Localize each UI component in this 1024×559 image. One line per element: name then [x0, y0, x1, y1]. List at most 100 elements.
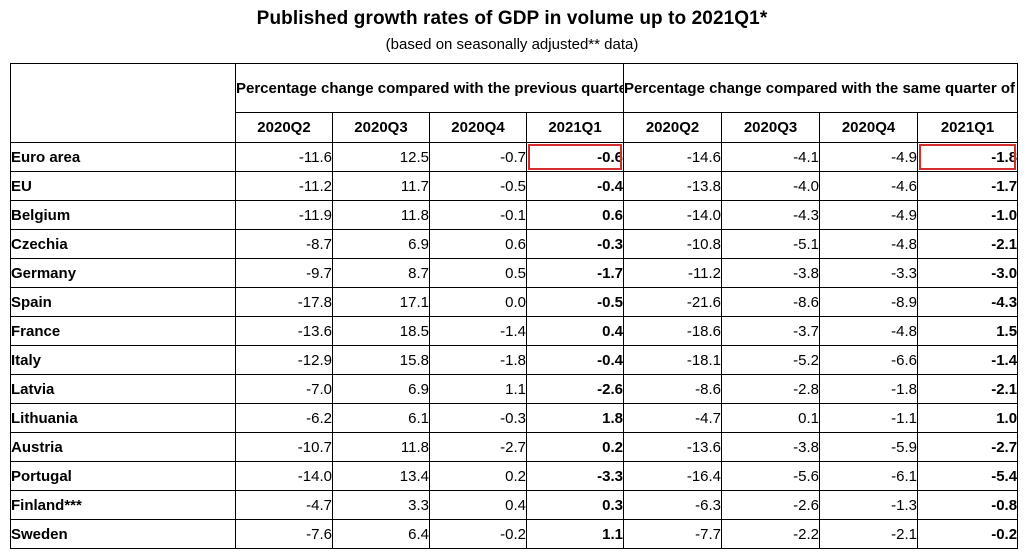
quarter-header: 2020Q4 — [819, 112, 919, 143]
value-cell: -6.3 — [623, 490, 723, 520]
value-cell: 0.5 — [429, 258, 527, 288]
value-cell: -5.9 — [819, 432, 919, 462]
value-cell: -1.8 — [429, 345, 527, 375]
value-cell: -4.8 — [819, 316, 919, 346]
value-cell: 1.0 — [917, 403, 1019, 433]
value-cell: 18.5 — [332, 316, 430, 346]
value-cell: -0.7 — [429, 142, 527, 172]
country-name: Lithuania — [10, 403, 236, 433]
value-cell: -12.9 — [235, 345, 333, 375]
table-corner-cell — [10, 63, 236, 143]
value-cell: -17.8 — [235, 287, 333, 317]
value-cell: -4.1 — [721, 142, 821, 172]
value-cell: -1.1 — [819, 403, 919, 433]
value-cell: 17.1 — [332, 287, 430, 317]
value-cell: 0.2 — [429, 461, 527, 491]
value-cell: 11.8 — [332, 200, 430, 230]
value-cell: -3.8 — [721, 432, 821, 462]
value-cell: -0.4 — [525, 345, 625, 375]
country-name: Euro area — [10, 142, 236, 172]
value-cell: -16.4 — [623, 461, 723, 491]
group-header-previous-year: Percentage change compared with the same… — [623, 63, 1019, 113]
table-row: Germany -9.7 8.7 0.5 -1.7 -11.2 -3.8 -3.3 -3.0 — [10, 258, 1019, 288]
value-cell: -13.6 — [235, 316, 333, 346]
country-name: Austria — [10, 432, 236, 462]
value-cell: -0.3 — [525, 229, 625, 259]
value-cell: -2.7 — [429, 432, 527, 462]
value-cell: -0.2 — [917, 519, 1019, 549]
country-name: Spain — [10, 287, 236, 317]
value-cell: -4.9 — [819, 142, 919, 172]
value-cell: -4.3 — [721, 200, 821, 230]
value-cell: 6.4 — [332, 519, 430, 549]
group-header-previous-quarter: Percentage change compared with the prev… — [234, 63, 625, 113]
quarter-header-row: 2020Q2 2020Q3 2020Q4 2021Q1 2020Q2 2020Q3 2020… — [11, 112, 1019, 143]
value-cell: -2.1 — [819, 519, 919, 549]
value-cell: 11.7 — [332, 171, 430, 201]
value-cell: 0.4 — [429, 490, 527, 520]
value-cell: -3.0 — [917, 258, 1019, 288]
value-cell: -1.7 — [525, 258, 625, 288]
table-row: EU -11.2 11.7 -0.5 -0.4 -13.8 -4.0 -4.6 -1.7 — [10, 171, 1019, 201]
page-subtitle: (based on seasonally adjusted** data) — [385, 36, 639, 53]
table-row: Euro area -11.6 12.5 -0.7 -0.6 -14.6 -4.1 -4.9-… — [10, 142, 1019, 172]
highlighted-value-cell: -1.8 — [917, 142, 1019, 172]
value-cell: -4.7 — [623, 403, 723, 433]
value-cell: -0.5 — [429, 171, 527, 201]
value-cell: -2.6 — [525, 374, 625, 404]
value-cell: -4.7 — [235, 490, 333, 520]
value-cell: 1.1 — [525, 519, 625, 549]
value-cell: 0.1 — [721, 403, 821, 433]
value-cell: -3.3 — [819, 258, 919, 288]
value-cell: -11.9 — [235, 200, 333, 230]
table-row: France -13.6 18.5 -1.4 0.4 -18.6 -3.7 -4.8 1.5 — [10, 316, 1019, 346]
value-cell: 6.9 — [332, 374, 430, 404]
value-cell: -8.6 — [721, 287, 821, 317]
value-cell: 13.4 — [332, 461, 430, 491]
table-row: Finland*** -4.7 3.3 0.4 0.3 -6.3 -2.6 -1.3 -0.8 — [10, 490, 1019, 520]
quarter-header: 2020Q3 — [332, 112, 430, 143]
value-cell: 1.1 — [429, 374, 527, 404]
value-cell: 0.6 — [525, 200, 625, 230]
quarter-header: 2020Q3 — [721, 112, 821, 143]
value-cell: -1.3 — [819, 490, 919, 520]
value-cell: -5.4 — [917, 461, 1019, 491]
value-cell: -4.0 — [721, 171, 821, 201]
table-row: Czechia -8.7 6.9 0.6 -0.3 -10.8 -5.1 -4.8 -2.1 — [10, 229, 1019, 259]
value-cell: -14.0 — [623, 200, 723, 230]
table-row: Portugal -14.0 13.4 0.2 -3.3 -16.4 -5.6 -6.1 -5.… — [10, 461, 1019, 491]
value-cell: -7.7 — [623, 519, 723, 549]
gdp-growth-table: Percentage change compared with the prev… — [10, 63, 1019, 549]
value-cell: -9.7 — [235, 258, 333, 288]
value-cell: -2.7 — [917, 432, 1019, 462]
value-cell: -2.1 — [917, 374, 1019, 404]
value-cell: 6.9 — [332, 229, 430, 259]
value-cell: -1.8 — [819, 374, 919, 404]
value-cell: -1.0 — [917, 200, 1019, 230]
value-cell: -0.1 — [429, 200, 527, 230]
value-cell: 8.7 — [332, 258, 430, 288]
value-cell: -18.1 — [623, 345, 723, 375]
country-name: Finland*** — [10, 490, 236, 520]
value-cell: 11.8 — [332, 432, 430, 462]
value-cell: -2.1 — [917, 229, 1019, 259]
value-cell: 0.0 — [429, 287, 527, 317]
value-cell: 12.5 — [332, 142, 430, 172]
value-cell: -0.4 — [525, 171, 625, 201]
quarter-header: 2021Q1 — [917, 112, 1019, 143]
value-cell: 0.4 — [525, 316, 625, 346]
value-cell: -6.6 — [819, 345, 919, 375]
quarter-header: 2020Q2 — [235, 112, 333, 143]
value-cell: -2.8 — [721, 374, 821, 404]
value-cell: -7.0 — [235, 374, 333, 404]
value-cell: -2.6 — [721, 490, 821, 520]
value-cell: 0.3 — [525, 490, 625, 520]
value-cell: -5.1 — [721, 229, 821, 259]
value-cell: -18.6 — [623, 316, 723, 346]
value-cell: -14.6 — [623, 142, 723, 172]
country-name: France — [10, 316, 236, 346]
country-name: Italy — [10, 345, 236, 375]
value-cell: -11.2 — [623, 258, 723, 288]
country-name: Germany — [10, 258, 236, 288]
value-cell: -8.6 — [623, 374, 723, 404]
